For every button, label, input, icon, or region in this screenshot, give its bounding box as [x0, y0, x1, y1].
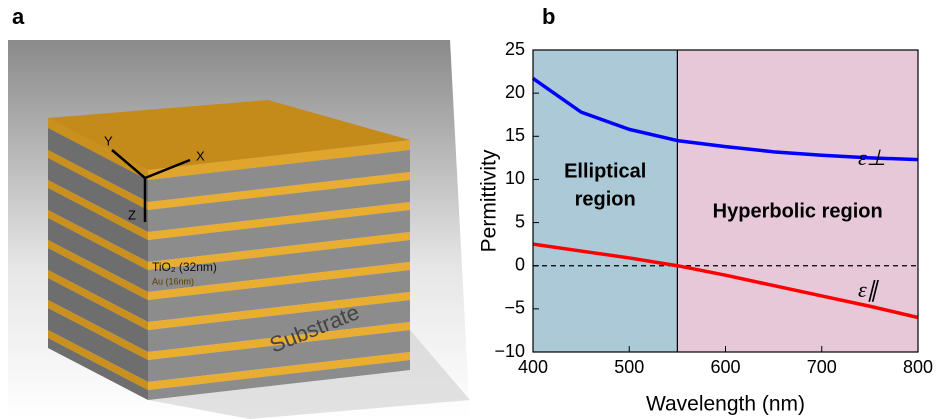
y-tick-label: 20: [505, 82, 525, 102]
region-label: region: [575, 188, 636, 210]
x-tick-label: 600: [710, 357, 740, 377]
layer-side: [48, 338, 148, 400]
layer-front: [148, 292, 410, 330]
region-label: Elliptical: [564, 160, 646, 182]
layer-side: [48, 128, 148, 202]
layer-side: [48, 278, 148, 352]
series-label: ε∥: [858, 277, 880, 302]
layer-side: [48, 158, 148, 232]
layer-top: [48, 100, 410, 170]
layer-front: [148, 202, 410, 240]
x-tick-label: 500: [614, 357, 644, 377]
layer-front: [148, 262, 410, 300]
y-tick-label: 5: [515, 211, 525, 231]
layer-side: [48, 210, 148, 270]
layer-side: [48, 150, 148, 210]
panel-b: Elliptical region Hyperbolic region ε⊥ ε∥ 400…: [478, 4, 933, 416]
panel-label: b: [542, 4, 555, 29]
layer-front: [148, 240, 410, 292]
layer-side: [48, 180, 148, 240]
layer-front: [148, 210, 410, 262]
layer-stack: [48, 100, 410, 400]
layer-front: [148, 232, 410, 270]
x-tick-label: 700: [807, 357, 837, 377]
panel-label: a: [12, 4, 25, 29]
layer-front: [148, 270, 410, 322]
layer-side: [48, 240, 148, 300]
layer-side: [48, 330, 148, 390]
axes-triad: [111, 149, 191, 222]
layer-side: [48, 188, 148, 262]
axis-arrow: [111, 149, 146, 179]
y-tick-label: −5: [504, 298, 525, 318]
layer-label: Au (16nm): [152, 276, 194, 286]
layer-front: [148, 140, 410, 180]
layer-side: [48, 270, 148, 330]
axis-label: X: [196, 148, 205, 163]
layer-front: [148, 360, 410, 400]
y-axis-label: Permittivity: [478, 149, 501, 252]
y-tick-label: 15: [505, 125, 525, 145]
series-line: [531, 77, 919, 162]
layer-side: [48, 248, 148, 322]
x-tick-label: 800: [903, 357, 933, 377]
layer-front: [148, 150, 410, 202]
layer-side: [48, 300, 148, 360]
y-tick-label: 0: [515, 254, 525, 274]
axis-arrow: [144, 158, 191, 180]
series-line: [532, 242, 919, 320]
axis-label: Z: [128, 207, 136, 222]
layer-front: [148, 180, 410, 232]
x-axis-label: Wavelength (nm): [646, 393, 805, 416]
series-label: ε⊥: [858, 145, 886, 170]
axis-label: Y: [104, 133, 113, 148]
layer-side: [48, 218, 148, 292]
layer-front: [148, 352, 410, 390]
x-tick-label: 400: [518, 357, 548, 377]
region-label: Hyperbolic region: [713, 200, 883, 222]
y-tick-label: −10: [494, 341, 525, 361]
layer-label: TiO₂ (32nm): [152, 260, 217, 274]
layer-front: [148, 300, 410, 352]
layer-front: [148, 330, 410, 382]
region: [533, 50, 678, 352]
region: [677, 50, 918, 352]
layer-side: [48, 118, 148, 180]
layer-front: [148, 322, 410, 360]
panel-a: a TiO₂ (32nm) Au (16nm) X Y Z Substrate: [8, 4, 470, 419]
layer-side: [48, 308, 148, 382]
layer-front: [148, 172, 410, 210]
y-tick-label: 10: [505, 168, 525, 188]
y-tick-label: 25: [505, 39, 525, 59]
